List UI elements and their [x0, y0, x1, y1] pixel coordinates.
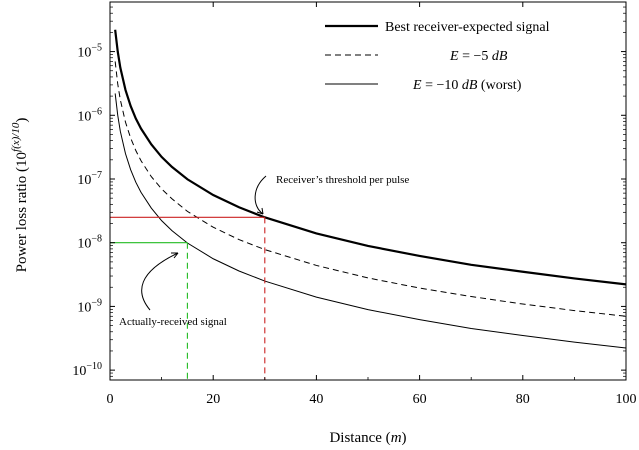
y-tick-label: 10−5 — [77, 43, 102, 61]
annotation-threshold-arrow — [254, 175, 267, 215]
x-tick-label: 100 — [616, 392, 637, 407]
x-tick-label: 0 — [107, 392, 114, 407]
annotation-threshold-arrowhead — [256, 207, 264, 215]
y-axis-label: Power loss ratio (10f(x)/10) — [10, 118, 30, 273]
annotations: Receiver’s threshold per pulse Actually-… — [119, 174, 409, 328]
y-tick-label: 10−8 — [77, 234, 102, 252]
legend-label-e10: E = −10 dB (worst) — [412, 78, 522, 93]
series-line-1 — [114, 61, 626, 317]
legend-label-e5: E = −5 dB — [449, 49, 508, 64]
x-tick-label: 60 — [413, 392, 427, 407]
x-tick-label: 80 — [516, 392, 530, 407]
y-tick-label: 10−10 — [72, 361, 102, 379]
y-tick-label: 10−6 — [77, 106, 102, 124]
y-tick-label: 10−7 — [77, 170, 102, 188]
x-tick-label: 20 — [206, 392, 220, 407]
annotation-received-arrowhead — [171, 252, 179, 259]
x-axis-label: Distance (m) — [329, 430, 406, 446]
annotation-received: Actually-received signal — [119, 316, 227, 328]
y-tick-label: 10−9 — [77, 297, 102, 315]
annotation-received-arrow — [141, 252, 179, 311]
reference-lines-layer — [110, 216, 266, 380]
series-layer — [114, 29, 626, 349]
ticks-layer: 0 20 40 60 80 100 10−10 10−9 10−8 10−7 10−6 10−5 — [72, 2, 637, 407]
series-line-2 — [114, 93, 626, 349]
legend-label-best: Best receiver-expected signal — [385, 20, 550, 35]
legend: Best receiver-expected signal E = −5 dB … — [325, 20, 550, 93]
series-line-0 — [114, 29, 626, 286]
annotation-threshold: Receiver’s threshold per pulse — [276, 174, 409, 186]
x-tick-label: 40 — [309, 392, 323, 407]
